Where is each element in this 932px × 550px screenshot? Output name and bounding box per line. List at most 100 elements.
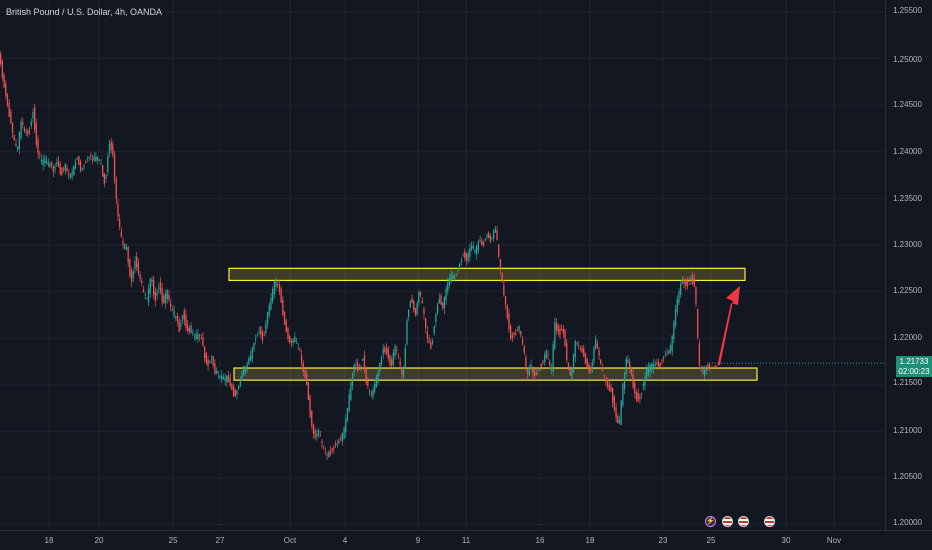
time-label: 18 (585, 536, 595, 545)
candle-body (13, 135, 15, 141)
candle-body (479, 240, 481, 242)
candle-body (287, 327, 289, 339)
candle-body (544, 354, 546, 363)
candle-body (198, 335, 201, 336)
candle-body (28, 130, 31, 132)
candle-body (163, 295, 165, 304)
candle-body (666, 353, 668, 354)
candle-body (360, 365, 362, 367)
candle-body (564, 329, 566, 347)
candle-body (370, 393, 372, 395)
candle-body (569, 368, 571, 376)
candle-body (261, 331, 264, 341)
candle-body (317, 429, 320, 436)
candle-body (557, 325, 559, 333)
candle-body (397, 356, 400, 358)
candle-body (76, 157, 78, 159)
candle-body (467, 253, 469, 261)
candle-body (105, 174, 107, 179)
candle-body (119, 219, 121, 228)
candle-body (377, 372, 379, 383)
candle-body (197, 334, 199, 339)
candle-body (25, 131, 27, 133)
candle-body (207, 359, 209, 367)
candle-body (149, 278, 151, 294)
candle-body (107, 156, 109, 173)
candle-body (71, 171, 73, 178)
current-price-badge: 1.21733 02:00:23 (896, 356, 932, 377)
candle-body (549, 361, 551, 366)
candle-body (372, 390, 374, 398)
candle-body (540, 363, 542, 367)
candle-body (156, 293, 158, 296)
price-label: 1.21500 (893, 378, 922, 387)
candle-body (690, 278, 692, 281)
time-label: Nov (826, 536, 842, 545)
candle-body (443, 296, 445, 309)
candle-body (73, 166, 75, 176)
candle-body (691, 274, 694, 284)
candle-body (545, 351, 547, 358)
candle-body (260, 326, 262, 335)
us-flag-event-icon[interactable] (738, 516, 749, 527)
candle-body (596, 343, 598, 349)
candle-body (222, 376, 224, 380)
candle-body (493, 230, 495, 239)
us-flag-event-icon[interactable] (722, 516, 733, 527)
candle-body (358, 366, 360, 370)
candle-body (311, 410, 313, 427)
candle-body (659, 363, 661, 367)
candle-body (379, 362, 381, 372)
candle-body (510, 325, 512, 339)
candle-body (520, 330, 522, 336)
candle-body (340, 438, 342, 440)
candle-body (249, 355, 252, 362)
time-label: 25 (168, 536, 178, 545)
candle-body (40, 159, 43, 162)
candle-body (270, 298, 272, 310)
candle-body (508, 313, 510, 330)
candle-body (700, 367, 702, 369)
candle-body (538, 368, 541, 371)
lightning-event-icon[interactable]: ⚡ (705, 516, 716, 527)
candle-body (181, 315, 184, 319)
candle-body (88, 156, 90, 158)
candle-body (241, 372, 243, 381)
candle-body (202, 337, 204, 347)
candle-body (102, 165, 104, 177)
arrow-shape (711, 286, 740, 367)
candle-body (503, 285, 505, 296)
candle-body (96, 156, 99, 160)
candle-body (593, 346, 595, 362)
candle-body (554, 322, 556, 349)
candle-body (175, 316, 177, 318)
candle-body (221, 375, 223, 379)
candle-body (187, 325, 189, 331)
candle-body (408, 309, 410, 318)
candle-body (232, 385, 235, 397)
candle-body (68, 173, 70, 176)
candle-body (3, 74, 5, 88)
candle-body (423, 308, 425, 315)
candle-body (141, 280, 143, 283)
candle-body (280, 288, 282, 303)
candle-body (465, 253, 468, 262)
candle-body (470, 244, 473, 250)
candle-body (513, 333, 515, 335)
candle-body (122, 240, 124, 245)
us-flag-event-icon[interactable] (764, 516, 775, 527)
candle-body (552, 344, 554, 372)
candle-body (646, 368, 648, 379)
candle-body (606, 379, 609, 387)
candle-body (652, 364, 655, 370)
candle-body (239, 381, 241, 387)
candle-body (382, 348, 384, 355)
candle-body (176, 315, 179, 322)
candle-body (586, 358, 588, 368)
candle-body (414, 307, 417, 315)
candle-body (217, 371, 219, 373)
candle-body (595, 338, 597, 348)
candle-body (389, 355, 391, 366)
candle-body (448, 278, 451, 285)
